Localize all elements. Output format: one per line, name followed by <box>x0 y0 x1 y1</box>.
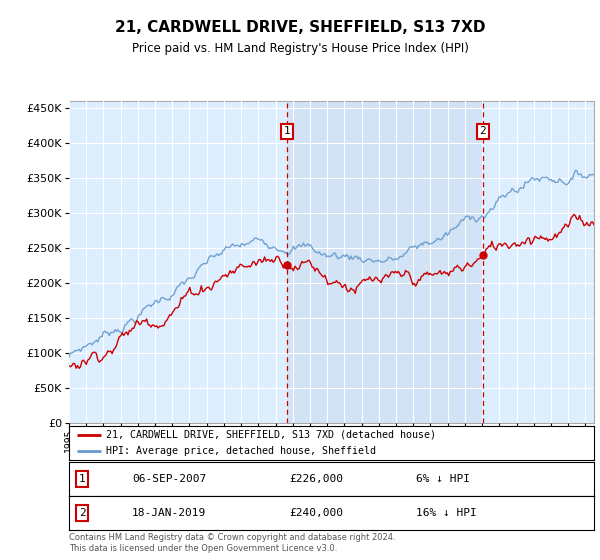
Text: £226,000: £226,000 <box>290 474 343 484</box>
Bar <box>287 101 483 423</box>
Text: 06-SEP-2007: 06-SEP-2007 <box>132 474 206 484</box>
Text: 2: 2 <box>479 127 487 137</box>
Text: 2: 2 <box>79 508 86 518</box>
Text: 1: 1 <box>79 474 86 484</box>
Text: 16% ↓ HPI: 16% ↓ HPI <box>415 508 476 518</box>
Text: £240,000: £240,000 <box>290 508 343 518</box>
Text: 6% ↓ HPI: 6% ↓ HPI <box>415 474 470 484</box>
Text: 21, CARDWELL DRIVE, SHEFFIELD, S13 7XD: 21, CARDWELL DRIVE, SHEFFIELD, S13 7XD <box>115 20 485 35</box>
Text: 21, CARDWELL DRIVE, SHEFFIELD, S13 7XD (detached house): 21, CARDWELL DRIVE, SHEFFIELD, S13 7XD (… <box>106 430 436 440</box>
Text: Contains HM Land Registry data © Crown copyright and database right 2024.
This d: Contains HM Land Registry data © Crown c… <box>69 533 395 553</box>
Text: 18-JAN-2019: 18-JAN-2019 <box>132 508 206 518</box>
Text: Price paid vs. HM Land Registry's House Price Index (HPI): Price paid vs. HM Land Registry's House … <box>131 42 469 55</box>
Text: HPI: Average price, detached house, Sheffield: HPI: Average price, detached house, Shef… <box>106 446 376 456</box>
Text: 1: 1 <box>284 127 290 137</box>
